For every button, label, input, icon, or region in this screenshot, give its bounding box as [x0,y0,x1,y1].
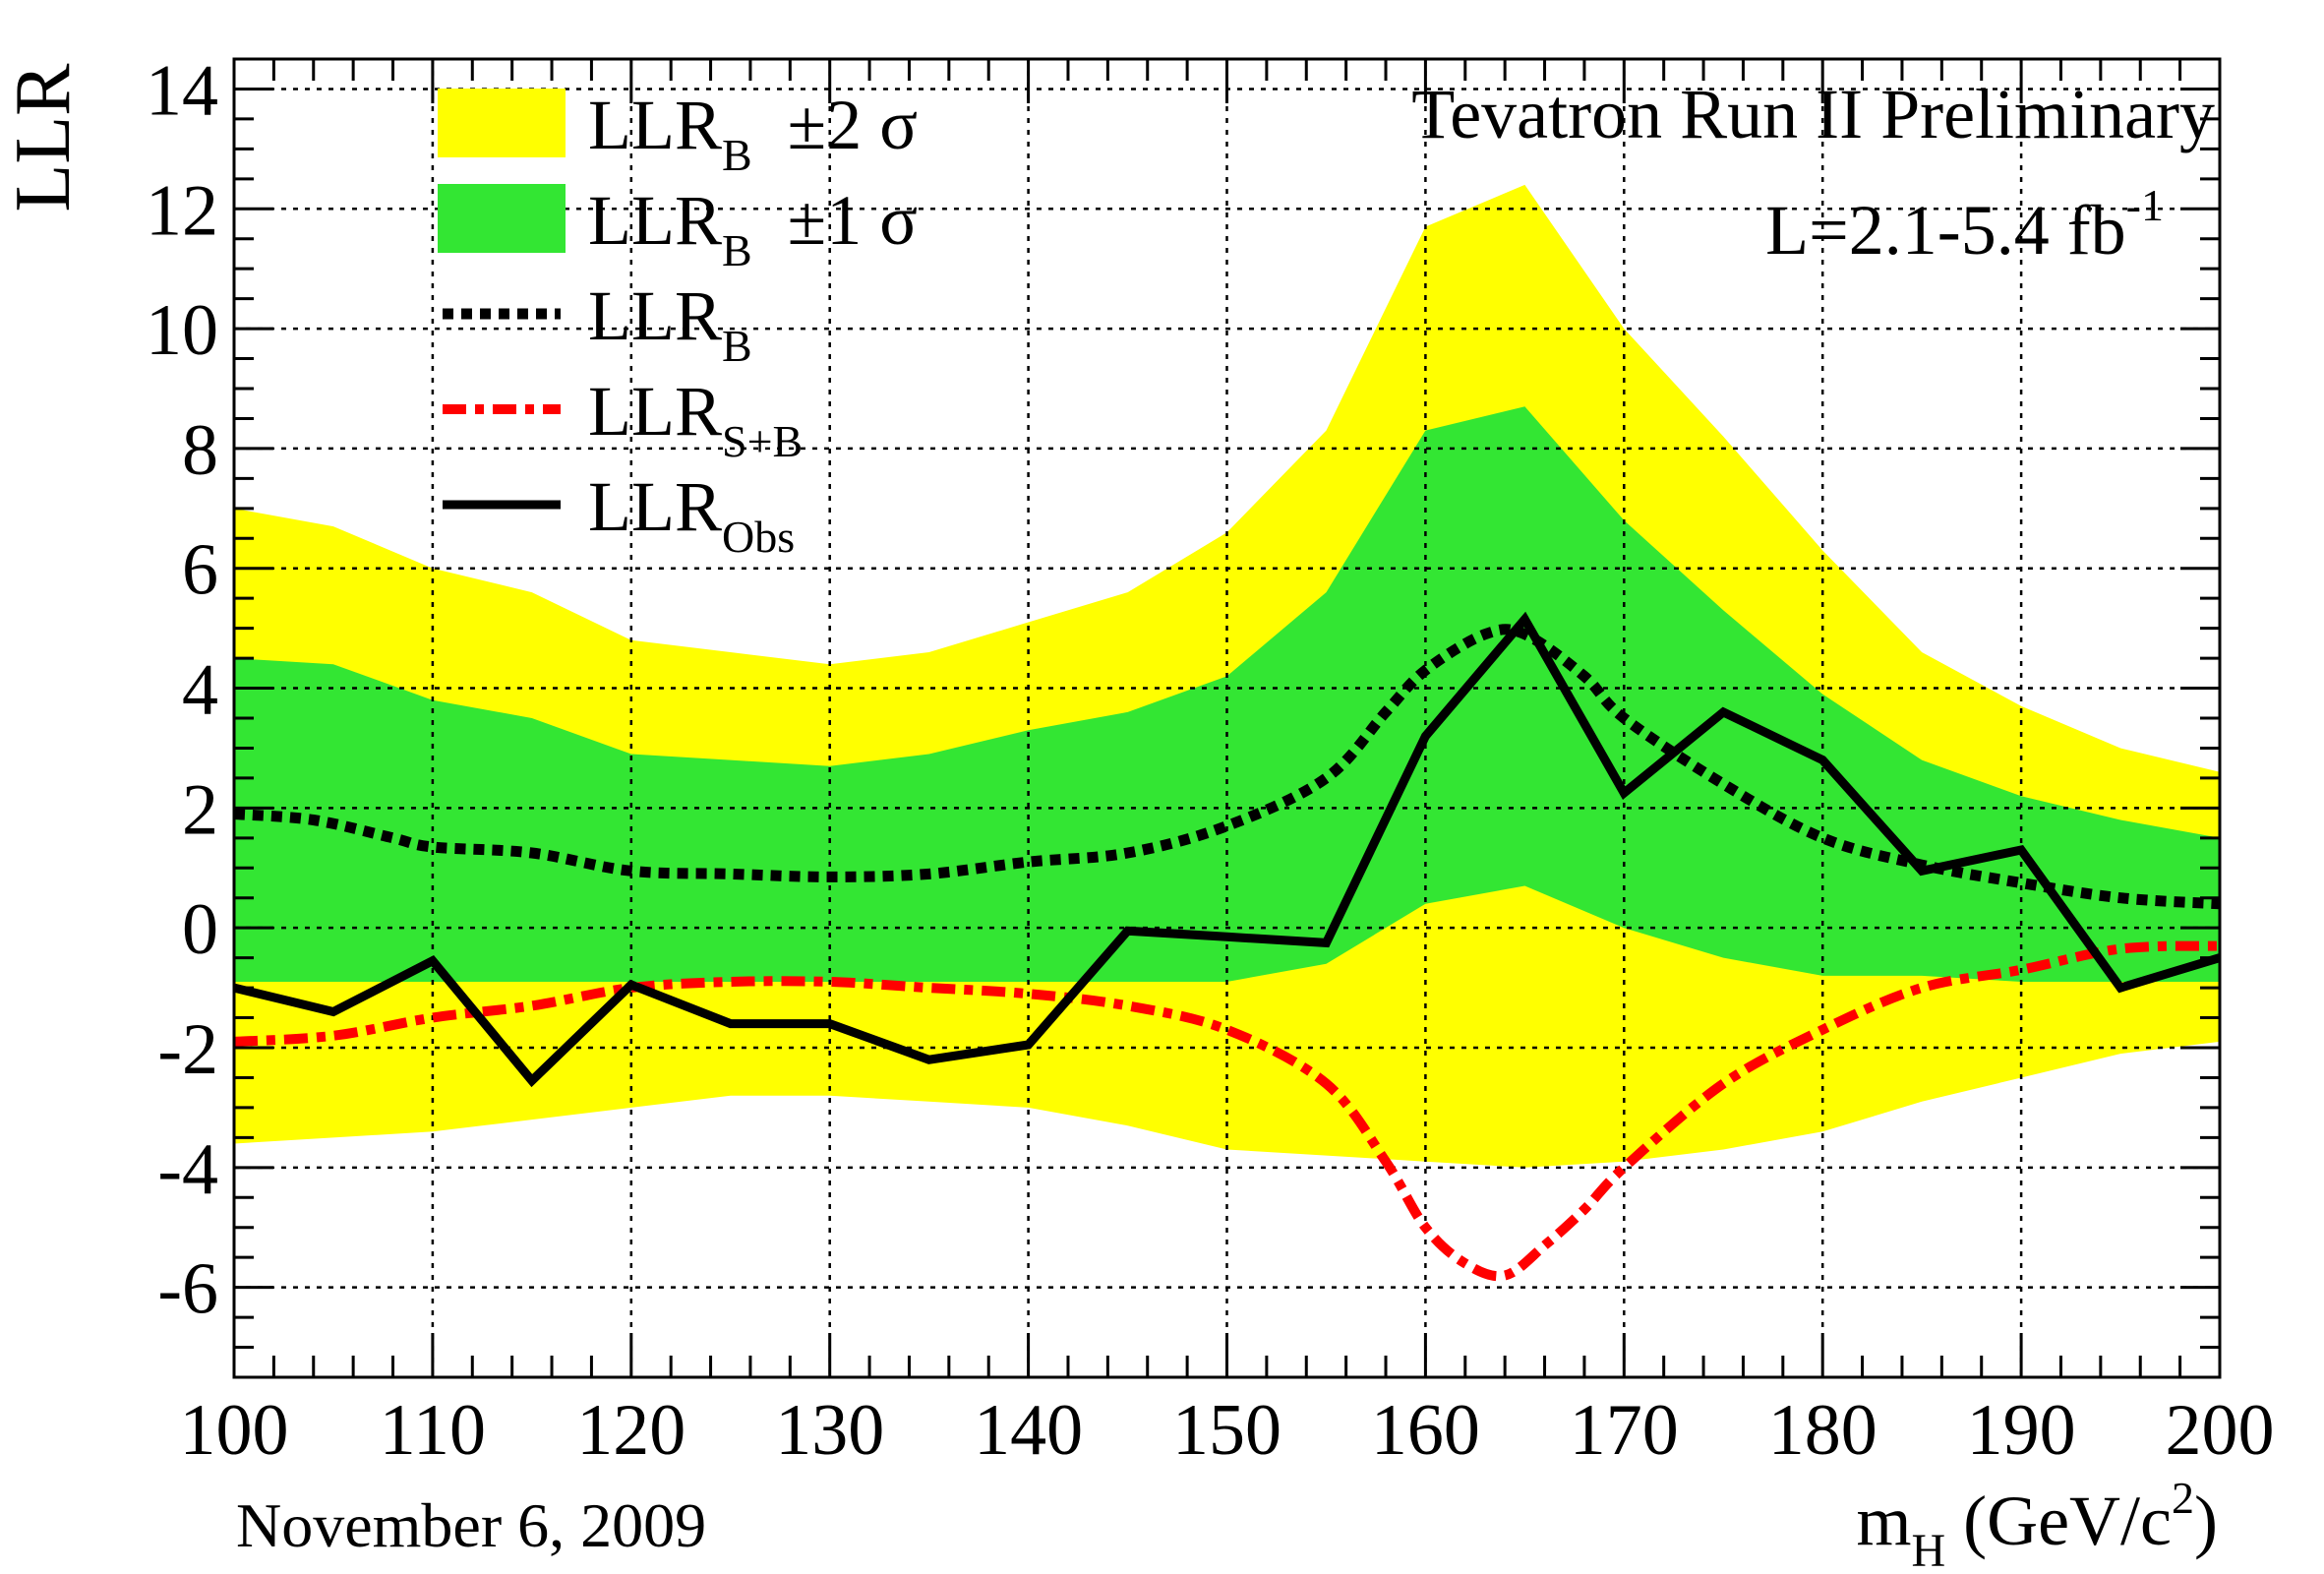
x-tick-label: 130 [775,1390,884,1471]
y-axis-title: LLR [0,63,87,212]
x-tick-label: 100 [180,1390,289,1471]
legend-label-subscript: B [722,130,752,180]
legend-label-main: LLR [588,86,722,164]
x-axis-title: mH (GeV/c2) [1856,1473,2218,1574]
luminosity-exponent: -1 [2126,180,2164,230]
legend-label: LLRB [588,276,752,371]
series-line-background [233,624,2221,910]
luminosity-label: L=2.1-5.4 fb-1 [1765,180,2164,270]
y-tick-label: 12 [146,170,218,251]
date-label: November 6, 2009 [236,1490,706,1560]
band-one-sigma [234,406,2220,982]
x-axis-title-unit-exponent: 2 [2172,1473,2194,1523]
frame-layer [232,57,2222,1379]
x-axis-title-main: m [1856,1482,1911,1560]
x-axis-title-unit-close: ) [2194,1482,2218,1560]
legend-entry-signal-plus-background: LLRS+B [443,372,803,466]
x-tick-label: 180 [1768,1390,1877,1471]
y-tick-label: 0 [182,889,218,970]
legend-label: LLRB ±1 σ [588,181,918,275]
legend-label-main: LLR [588,276,722,355]
y-tick-label: -6 [157,1249,218,1330]
legend-label-main: LLR [588,372,722,451]
legend-entry-background: LLRB [443,276,752,371]
legend-label: LLRB ±2 σ [588,86,918,180]
x-tick-label: 150 [1172,1390,1281,1471]
legend-label: LLRS+B [588,372,803,466]
y-tick-label: 2 [182,769,218,850]
series-line-signal-plus-background [233,940,2221,1282]
legend-swatch [438,89,566,157]
x-tick-label: 160 [1371,1390,1480,1471]
y-tick-label: 8 [182,410,218,491]
legend-label-suffix: ±2 σ [752,86,918,164]
series-line-observed [232,611,2222,1088]
x-tick-label: 140 [974,1390,1083,1471]
legend-label-subscript: B [722,225,752,275]
legend-entry-observed: LLRObs [443,467,795,562]
y-tick-label: -4 [157,1129,218,1210]
x-tick-label: 110 [380,1390,486,1471]
y-tick-label: -2 [157,1009,218,1090]
chart-title: Tevatron Run II Preliminary [1411,75,2215,153]
legend-label-subscript: S+B [722,416,803,466]
x-tick-label: 170 [1570,1390,1679,1471]
legend-swatch [438,184,566,253]
legend-label: LLRObs [588,467,795,562]
x-axis-title-subscript: H [1911,1525,1945,1574]
legend-entry-two-sigma: LLRB ±2 σ [438,86,918,180]
series-layer [232,611,2222,1282]
x-tick-label: 200 [2166,1390,2275,1471]
legend-label-main: LLR [588,181,722,260]
luminosity-text: L=2.1-5.4 fb [1765,191,2126,270]
legend-label-main: LLR [588,467,722,546]
legend-label-subscript: Obs [722,512,795,562]
x-axis-title-unit: (GeV/c [1945,1482,2172,1560]
tick-label-layer: 100 110 120 130 140 150 160 170 180 190 200 -6 -4 -2 0… [146,50,2275,1471]
y-tick-label: 4 [182,650,218,731]
x-tick-label: 190 [1967,1390,2076,1471]
x-tick-label: 120 [576,1390,685,1471]
y-tick-label: 6 [182,530,218,611]
legend-label-subscript: B [722,321,752,371]
legend-label-suffix: ±1 σ [752,181,918,260]
y-tick-label: 10 [146,290,218,371]
y-tick-label: 14 [146,50,218,131]
legend-entry-one-sigma: LLRB ±1 σ [438,181,918,275]
